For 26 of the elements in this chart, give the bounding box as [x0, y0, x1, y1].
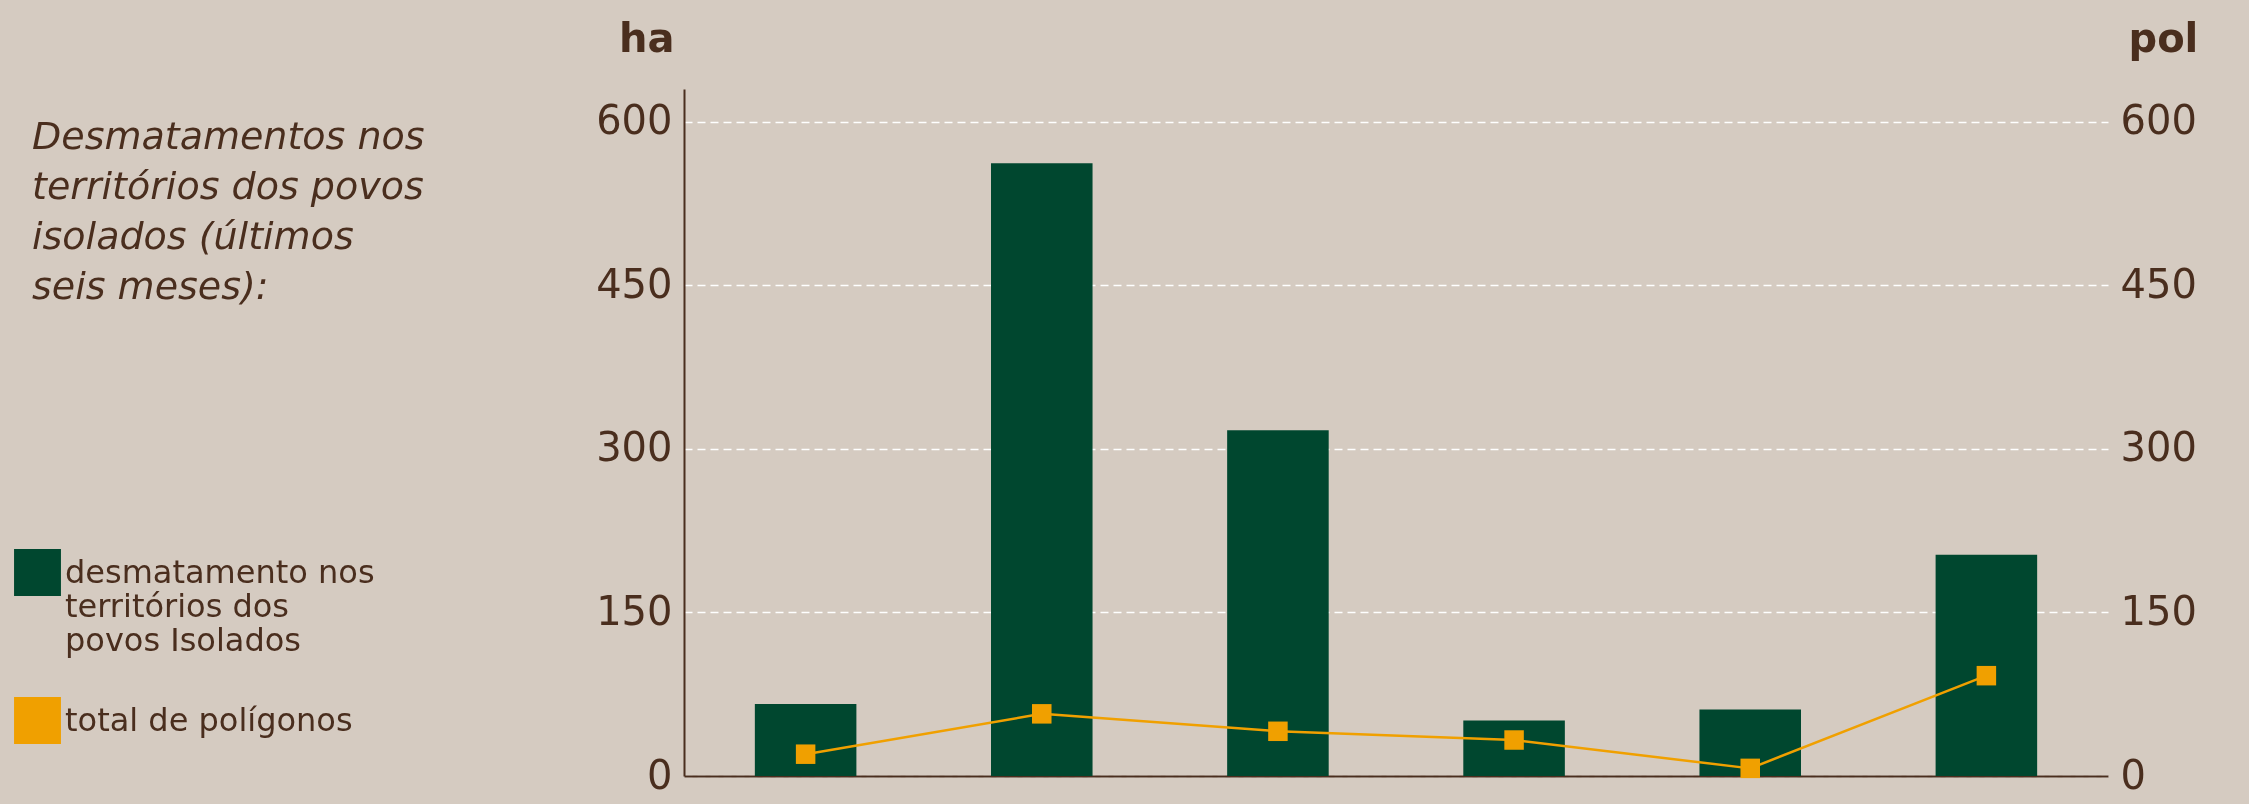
- bar: [1227, 430, 1329, 776]
- y-tick-label: 300: [596, 424, 673, 471]
- y2-tick-label: 600: [2120, 97, 2197, 144]
- bar: [991, 163, 1093, 776]
- y-tick-label: 600: [596, 97, 673, 144]
- y2-tick-label: 0: [2120, 751, 2146, 798]
- point: [1268, 721, 1288, 742]
- legend-label: total de polígonos: [65, 700, 353, 739]
- point: [1504, 730, 1524, 750]
- bar: [754, 704, 857, 776]
- point: [1032, 704, 1052, 724]
- y2-tick-label: 150: [2120, 587, 2197, 634]
- point: [1740, 758, 1760, 779]
- y2-tick-label: 450: [2120, 260, 2197, 307]
- y-axis-title: ha: [619, 14, 675, 61]
- y-tick-label: 150: [596, 587, 673, 634]
- bar: [1699, 709, 1801, 776]
- y-tick-label: 450: [596, 260, 673, 307]
- point: [795, 744, 816, 764]
- y-tick-label: 0: [647, 751, 673, 798]
- bar: [1935, 554, 2038, 776]
- y2-tick-label: 300: [2120, 424, 2197, 471]
- point: [1976, 665, 1997, 686]
- text: Desmatamentos nos territórios dos povos isolados (últimos seis meses):: [32, 114, 425, 308]
- y2-axis-title: pol: [2128, 14, 2199, 61]
- legend-label: desmatamento nos territórios dos povos Isolados: [65, 552, 375, 659]
